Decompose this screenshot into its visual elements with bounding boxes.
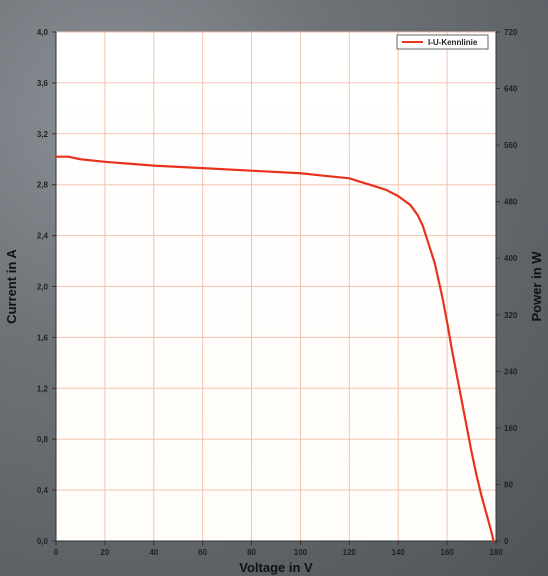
y2-tick-label: 160: [504, 424, 518, 433]
y2-tick-label: 480: [504, 198, 518, 207]
y2-tick-label: 640: [504, 85, 518, 94]
y2-tick-label: 400: [504, 254, 518, 263]
legend: I-U-Kennlinie: [396, 34, 489, 50]
y2-tick-label: 0: [504, 537, 509, 546]
y-tick-label: 0,0: [37, 537, 49, 546]
series-line-0: [54, 155, 495, 543]
plot-area: [55, 31, 497, 542]
x-tick-label: 180: [489, 548, 503, 557]
x-tick-label: 80: [247, 548, 256, 557]
y2-tick-label: 320: [504, 311, 518, 320]
x-tick-label: 40: [149, 548, 158, 557]
y-tick-label: 2,0: [37, 283, 49, 292]
y2-tick-label: 80: [504, 480, 513, 489]
y2-tick-label: 240: [504, 367, 518, 376]
y-tick-label: 3,2: [37, 130, 49, 139]
x-axis-ticks: 0 20 40 60 80 100 120 140 160 180: [54, 541, 503, 557]
y-tick-label: 3,6: [37, 79, 49, 88]
y2-tick-label: 720: [504, 28, 518, 37]
y-axis-ticks: 0,0 0,4 0,8 1,2 1,6 2,0 2,4 2,8 3,2 3,6 4,0: [37, 28, 56, 546]
y-tick-label: 2,8: [37, 181, 49, 190]
y2-tick-label: 560: [504, 141, 518, 150]
x-axis-title: Voltage in V: [239, 560, 313, 575]
x-tick-label: 0: [54, 548, 59, 557]
y2-axis-title: Power in W: [529, 251, 544, 322]
y-tick-label: 0,4: [37, 486, 49, 495]
x-tick-label: 160: [440, 548, 454, 557]
x-tick-label: 120: [343, 548, 357, 557]
y2-axis-ticks: 0 80 160 240 320 400 480 560 640 720: [496, 28, 518, 546]
y-tick-label: 4,0: [37, 28, 49, 37]
x-tick-label: 100: [294, 548, 308, 557]
legend-box: [396, 34, 489, 50]
x-tick-label: 140: [392, 548, 406, 557]
series-layer: [54, 155, 495, 543]
y-axis-title: Current in A: [4, 249, 19, 324]
y-tick-label: 1,6: [37, 333, 49, 342]
x-tick-label: 20: [100, 548, 109, 557]
x-tick-label: 60: [198, 548, 207, 557]
y-tick-label: 0,8: [37, 435, 49, 444]
legend-series-label: I-U-Kennlinie: [428, 38, 478, 47]
y-tick-label: 1,2: [37, 384, 49, 393]
y-tick-label: 2,4: [37, 232, 49, 241]
